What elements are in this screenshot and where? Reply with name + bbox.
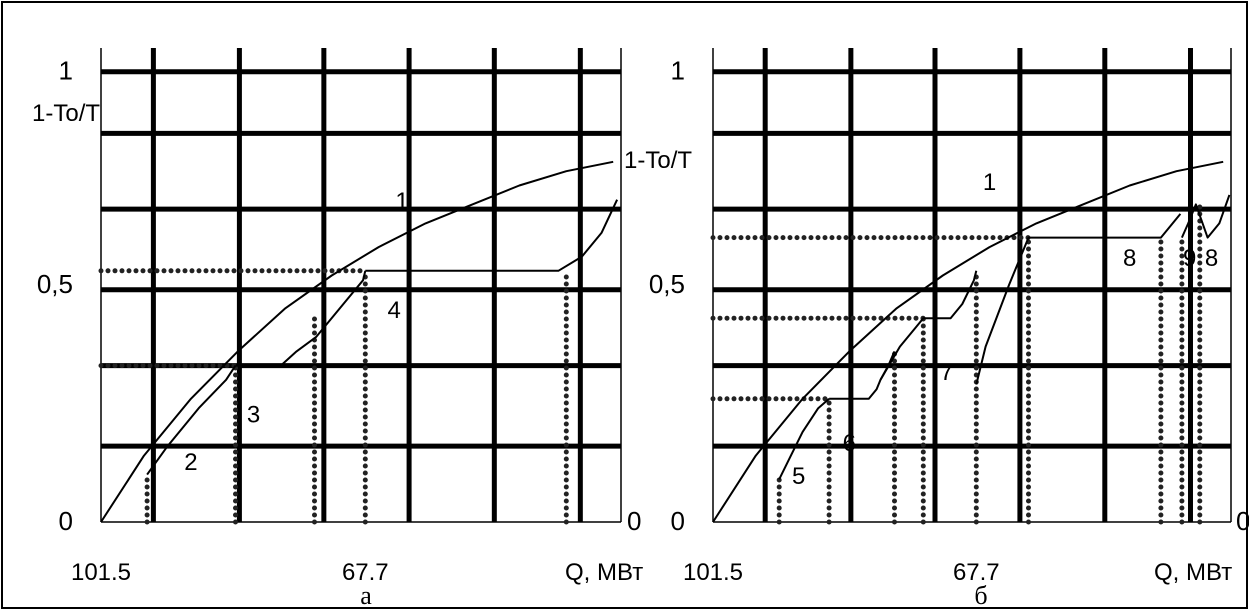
curve-label: 3 xyxy=(247,402,260,429)
panel-label: а xyxy=(360,581,372,610)
curve-label: 1 xyxy=(983,169,996,196)
right-axis-zero: 0 xyxy=(627,506,641,536)
curve-label: 6 xyxy=(843,430,856,457)
curve-1 xyxy=(100,160,614,523)
curve-5 xyxy=(778,398,830,480)
dotted-guides xyxy=(98,268,569,525)
tick-labels: 101.5 67.7 0 0,5 1 xyxy=(649,56,1000,586)
curve-label: 8 xyxy=(1205,245,1218,272)
curve-2 xyxy=(146,365,237,476)
curves xyxy=(712,160,1231,523)
x-tick-label: 67.7 xyxy=(953,559,1000,586)
y-tick-label: 0,5 xyxy=(37,269,73,299)
curve-label: 1 xyxy=(395,188,408,215)
y-tick-label: 0,5 xyxy=(649,269,685,299)
x-axis-label: Q, МВт xyxy=(565,559,643,586)
curve-label: 4 xyxy=(388,297,401,324)
x-tick-label: 101.5 xyxy=(683,559,743,586)
tick-labels: 101.5 67.7 0 0,5 1 xyxy=(37,56,389,586)
chart-panel-a: 1 2 3 4 101.5 67.7 0 0,5 1 1-To/T Q, МВт 0 а xyxy=(32,48,643,610)
y-tick-label: 0 xyxy=(671,506,685,536)
dotted-guides xyxy=(710,201,1203,525)
curve-4 xyxy=(365,199,619,272)
y-axis-label: 1-To/T xyxy=(624,147,692,174)
curve-3 xyxy=(235,270,367,367)
curve-9 xyxy=(1180,194,1231,239)
curve-label: 5 xyxy=(792,463,805,490)
x-axis-label: Q, МВт xyxy=(1154,559,1232,586)
x-tick-label: 67.7 xyxy=(342,559,389,586)
curve-7 xyxy=(879,270,978,381)
curve-label: 9 xyxy=(1183,245,1196,272)
y-tick-label: 1 xyxy=(59,56,73,86)
panel-label: б xyxy=(974,581,987,610)
y-axis-label: 1-To/T xyxy=(32,100,100,127)
curve-label: 8 xyxy=(1123,245,1136,272)
grid xyxy=(712,48,1232,523)
y-tick-label: 1 xyxy=(671,56,685,86)
curve-1 xyxy=(712,160,1224,523)
x-tick-label: 101.5 xyxy=(71,559,131,586)
y-tick-label: 0 xyxy=(59,506,73,536)
curve-8 xyxy=(975,213,1182,385)
curve-label: 2 xyxy=(184,449,197,476)
curve-labels: 1 2 3 4 xyxy=(184,188,409,476)
right-axis-zero: 0 xyxy=(1236,506,1249,536)
grid xyxy=(100,48,622,523)
curves xyxy=(100,160,619,523)
curve-label: 7 xyxy=(940,359,953,386)
